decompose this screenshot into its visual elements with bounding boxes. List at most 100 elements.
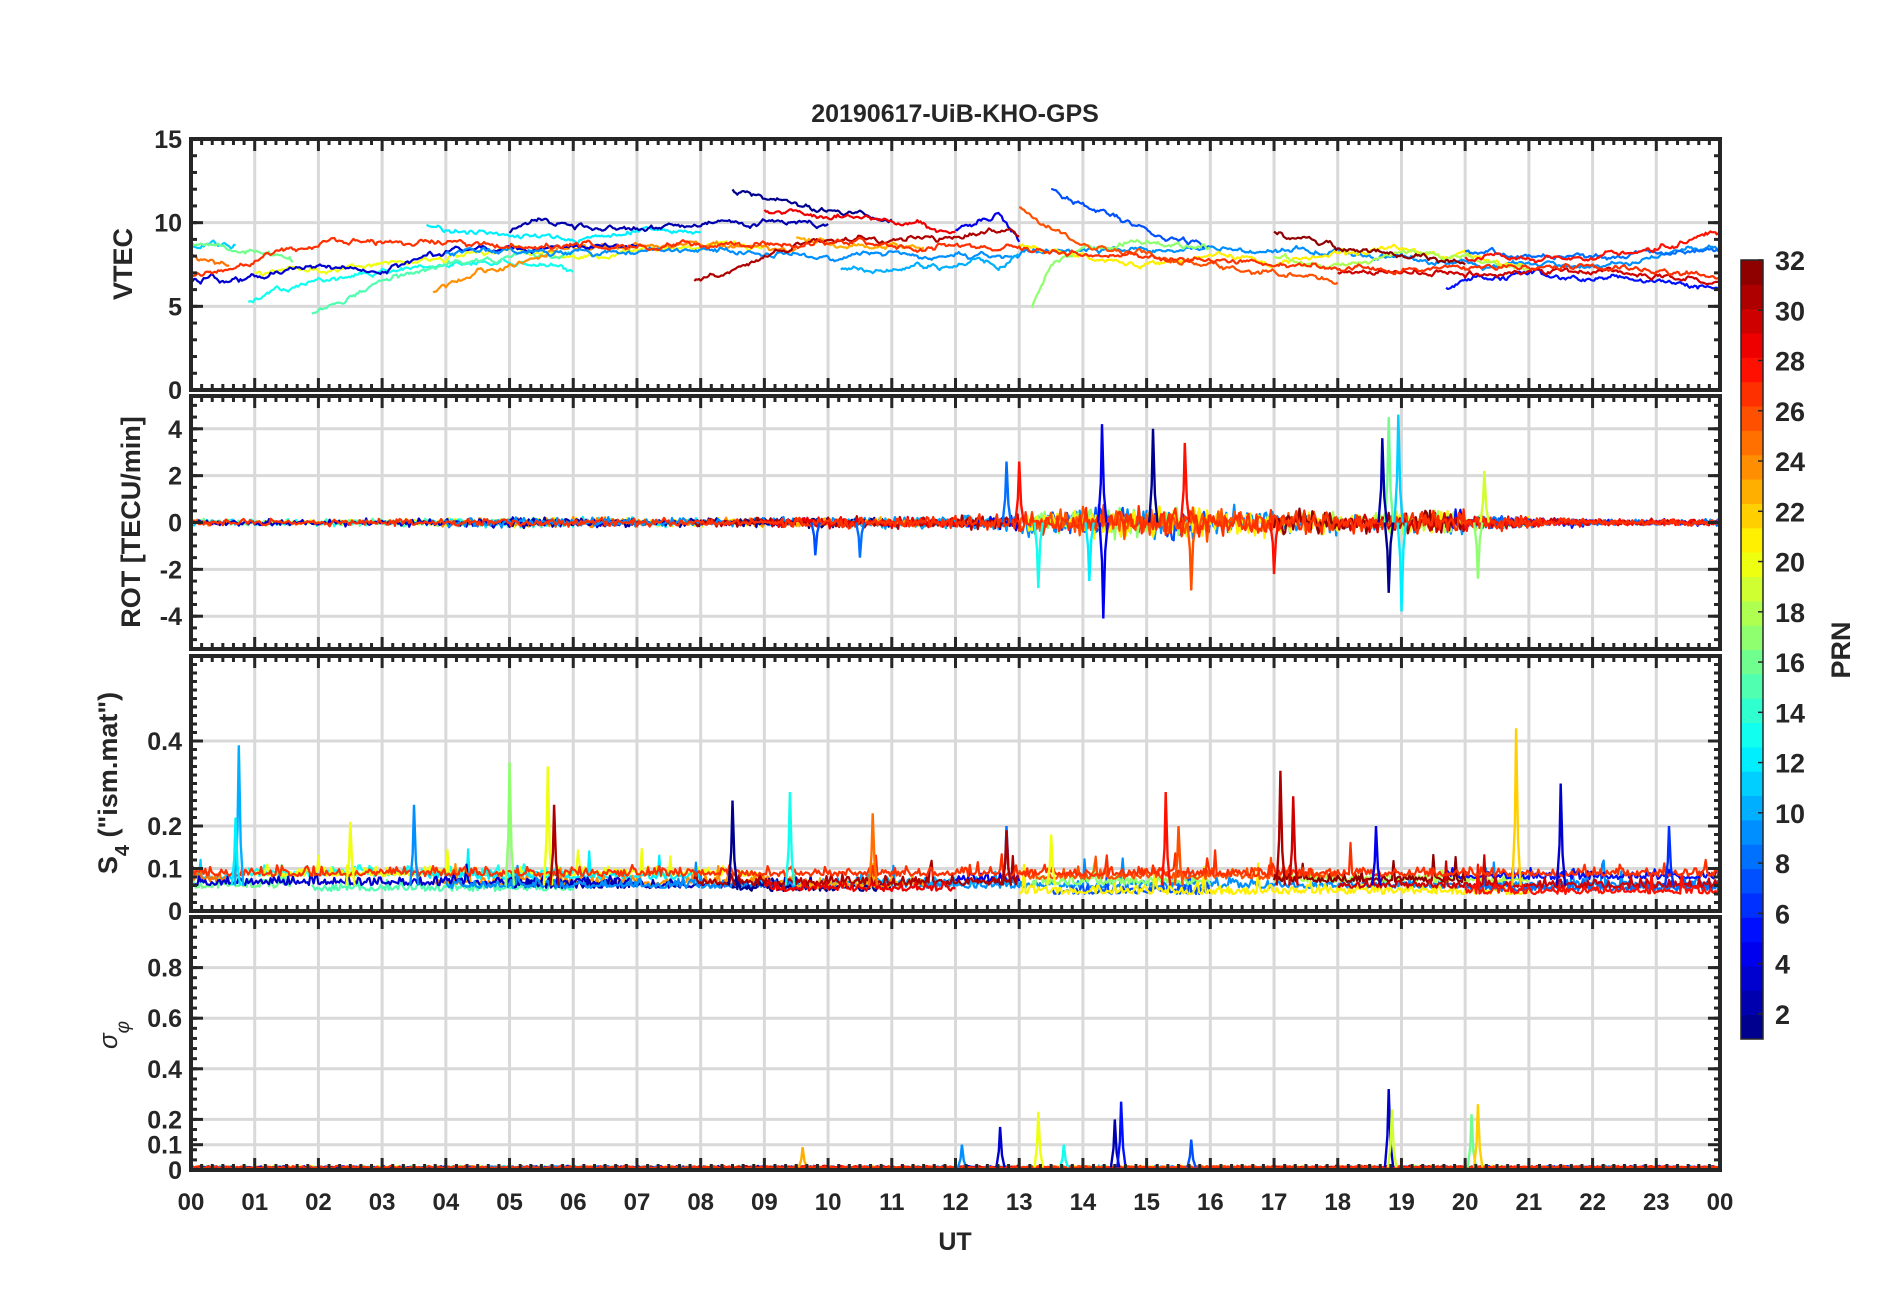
colorbar-band [1741, 357, 1763, 383]
series-prn-31-s4 [693, 854, 1020, 887]
grid [191, 917, 1720, 1170]
x-tick-label: 22 [1579, 1189, 1606, 1216]
colorbar-band [1741, 576, 1763, 602]
colorbar-band [1741, 673, 1763, 699]
series-prn-17-vtec [1030, 239, 1211, 309]
x-tick-label: 03 [369, 1189, 396, 1216]
colorbar-band [1741, 381, 1763, 407]
y-tick-label: 0.4 [147, 728, 182, 756]
y-tick-label: 0.1 [147, 1132, 182, 1160]
sigma-spike [1186, 1139, 1197, 1168]
colorbar-band [1741, 260, 1763, 285]
sigma-spike [1116, 1101, 1127, 1168]
chart-title: 20190617-UiB-KHO-GPS [811, 100, 1099, 128]
s4-spike [1160, 791, 1172, 886]
s4-spike [345, 821, 356, 886]
series-prn-27-s4 [191, 841, 1720, 878]
sigma-spike [1386, 1109, 1398, 1168]
sigma-spike [1383, 1088, 1395, 1168]
y-label-s4-sub: 4 [112, 844, 134, 856]
y-label-s4: S4 ("ism.mat") [93, 692, 134, 874]
series-prn-25-s4 [191, 869, 230, 883]
rot-spike [1179, 442, 1191, 523]
axes-box [189, 915, 1722, 1172]
series-prn-29-s4 [763, 878, 956, 893]
axes-box [189, 654, 1722, 913]
panel-s4: 0 0.1 0.2 0.4 [147, 654, 1722, 926]
series-prn-16-vtec [191, 242, 294, 263]
colorbar-band [1741, 795, 1763, 821]
y-tick-label: 0.8 [147, 955, 182, 983]
series-prn-27-rot [191, 503, 1720, 538]
s4-spike [230, 817, 242, 886]
rot-spike [1084, 522, 1095, 582]
colorbar-band [1741, 406, 1763, 431]
y-tick-label: 0 [168, 377, 182, 405]
y-tick-label: 0.6 [147, 1005, 182, 1033]
colorbar-band [1741, 892, 1763, 918]
s4-spike [1046, 834, 1057, 886]
colorbar-tick-label: 10 [1775, 799, 1805, 829]
colorbar-band [1741, 600, 1763, 626]
colorbar-tick-label: 30 [1775, 296, 1805, 326]
colorbar-band [1741, 965, 1763, 991]
y-label-sigma-main: σ [93, 1032, 123, 1049]
y-label-sigma-sub: φ [113, 1021, 134, 1033]
sigma-spike [1472, 1104, 1484, 1168]
y-label-vtec: VTEC [108, 228, 138, 300]
colorbar-band [1741, 333, 1763, 358]
y-tick-label: 2 [168, 463, 182, 491]
colorbar-tick-label: 18 [1775, 598, 1805, 628]
colorbar-band [1741, 844, 1763, 870]
colorbar-tick-label: 32 [1775, 246, 1805, 276]
s4-spike [233, 745, 245, 886]
series-group [191, 728, 1720, 896]
series-prn-17-s4 [1030, 862, 1212, 887]
colorbar-label: PRN [1826, 621, 1856, 678]
series-prn-21-s4 [1018, 862, 1530, 896]
s4-spike [1288, 796, 1299, 886]
series-prn-11-vtec [191, 239, 236, 250]
y-label-sigma: σφ [93, 1021, 134, 1049]
colorbar-tick-label: 26 [1775, 397, 1805, 427]
s4-spike [1371, 825, 1382, 886]
series-prn-8-vtec [1465, 246, 1720, 261]
colorbar-tick-label: 6 [1775, 899, 1790, 929]
colorbar-band [1741, 746, 1763, 772]
y-tick-label: -4 [160, 603, 182, 631]
axes-box [189, 137, 1722, 392]
x-tick-label: 09 [751, 1189, 778, 1216]
rot-spike [1098, 522, 1109, 619]
rot-spike [1383, 417, 1395, 523]
colorbar-band [1741, 722, 1763, 748]
axes-box [189, 394, 1722, 651]
colorbar-band [1741, 308, 1763, 334]
x-tick-label: 07 [624, 1189, 651, 1216]
x-tick-label: 23 [1643, 1189, 1670, 1216]
x-tick-label: 19 [1388, 1189, 1415, 1216]
x-tick-label: 00 [178, 1189, 205, 1216]
series-prn-25-vtec [191, 253, 230, 267]
x-tick-label: 16 [1197, 1189, 1224, 1216]
series-prn-28-vtec [1464, 230, 1720, 264]
rot-spike [1014, 461, 1025, 523]
s4-spike [1511, 728, 1522, 886]
colorbar-band [1741, 698, 1763, 724]
x-tick-label: 01 [241, 1189, 268, 1216]
x-tick-label: 04 [432, 1189, 459, 1216]
colorbar-band [1741, 917, 1763, 943]
rot-spike [1001, 461, 1013, 523]
series-prn-29-vtec [763, 208, 956, 235]
x-tick-label: 08 [687, 1189, 714, 1216]
series-prn-7-vtec [1051, 188, 1211, 250]
colorbar-band [1741, 284, 1763, 310]
rot-spike [1097, 424, 1108, 523]
colorbar-band [1741, 552, 1763, 577]
y-label-s4-main: S [93, 856, 123, 874]
y-tick-label: -2 [160, 556, 182, 584]
colorbar-box [1740, 259, 1764, 1040]
series-prn-13-vtec [247, 257, 574, 304]
x-tick-label: 20 [1452, 1189, 1479, 1216]
colorbar-band [1741, 868, 1763, 894]
y-tick-label: 4 [168, 416, 182, 444]
